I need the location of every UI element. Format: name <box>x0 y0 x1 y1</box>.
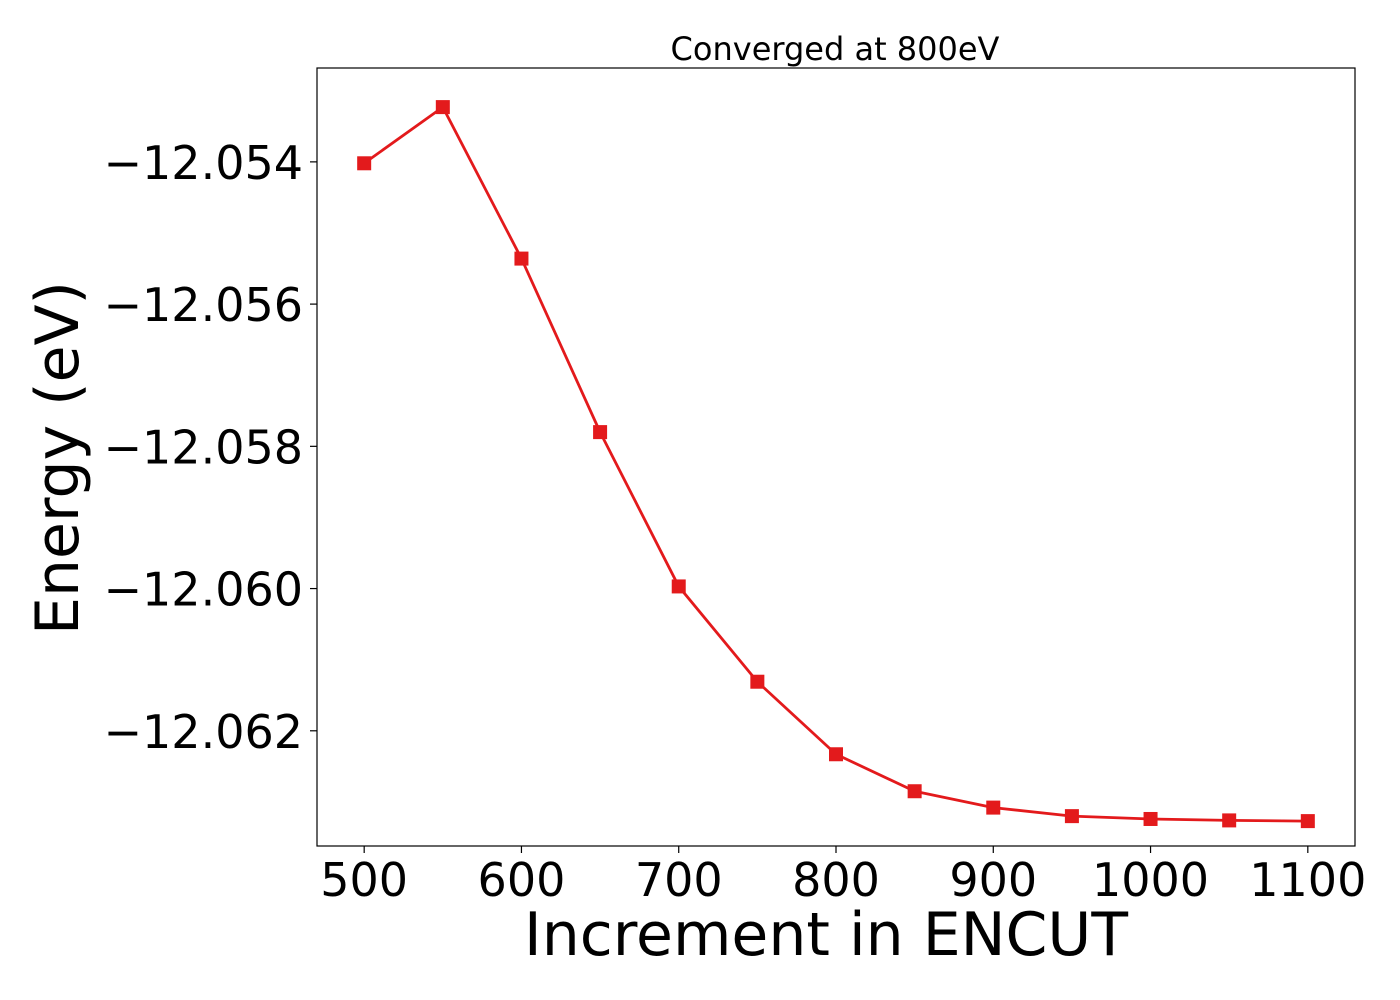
x-axis-label: Increment in ENCUT <box>524 900 1128 970</box>
x-tick-label: 600 <box>478 853 566 907</box>
y-tick-label: −12.056 <box>104 278 304 332</box>
data-point-marker <box>671 579 686 594</box>
data-point-marker <box>750 674 765 689</box>
data-point-marker <box>1300 814 1315 829</box>
x-tick-label: 900 <box>949 853 1037 907</box>
y-axis-ticks: −12.054 −12.056 −12.058 −12.060 −12.062 <box>104 136 317 759</box>
data-point-marker <box>514 251 529 266</box>
data-point-marker <box>435 100 450 115</box>
x-tick-label: 700 <box>635 853 723 907</box>
y-tick-label: −12.054 <box>104 136 304 190</box>
data-point-marker <box>1143 811 1158 826</box>
x-tick-label: 1000 <box>1092 853 1209 907</box>
data-point-marker <box>986 800 1001 815</box>
data-point-marker <box>829 747 843 762</box>
data-point-marker <box>1064 809 1079 824</box>
data-point-marker <box>907 784 922 799</box>
x-tick-label: 500 <box>320 853 408 907</box>
x-axis-ticks: 500 600 700 800 900 1000 1100 <box>320 846 1366 907</box>
y-tick-label: −12.058 <box>104 420 304 474</box>
x-tick-label: 800 <box>792 853 880 907</box>
data-point-marker <box>1222 813 1237 828</box>
plot-frame <box>316 67 1356 847</box>
y-axis-label: Energy (eV) <box>23 281 93 635</box>
y-tick-label: −12.062 <box>104 705 304 759</box>
chart-title: Converged at 800eV <box>671 30 1000 68</box>
series-layer <box>357 100 1315 829</box>
data-point-marker <box>357 156 372 171</box>
x-tick-label: 1100 <box>1249 853 1366 907</box>
y-tick-label: −12.060 <box>104 563 304 617</box>
data-point-marker <box>593 425 608 440</box>
